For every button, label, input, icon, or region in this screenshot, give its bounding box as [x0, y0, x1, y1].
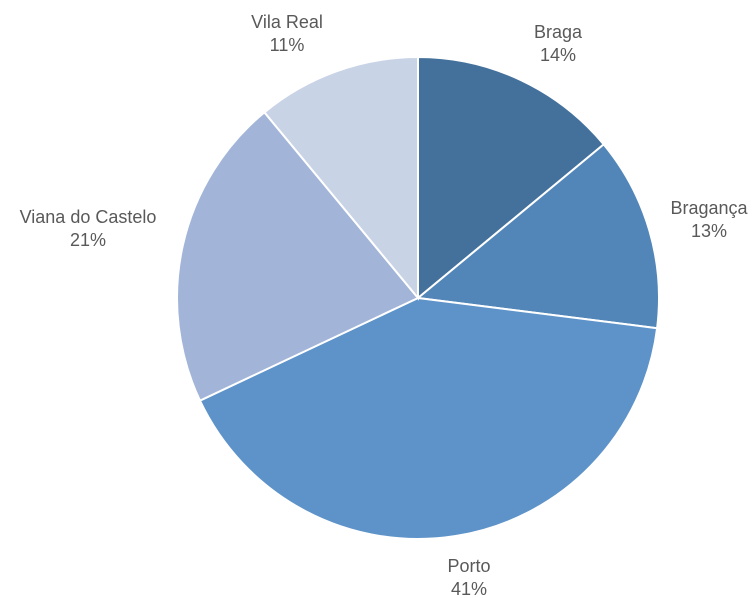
slice-value-vila-real: 11%	[270, 35, 305, 55]
slice-value-braga: 14%	[540, 45, 576, 65]
pie-slice-vila-real	[262, 55, 419, 301]
pie-slice-braga	[417, 55, 606, 301]
slice-value-viana-do-castelo: 21%	[70, 230, 106, 250]
pie-slice-porto	[198, 296, 659, 540]
pie-slice-bragan-a	[415, 142, 660, 330]
slice-label-viana-do-castelo: Viana do Castelo	[20, 207, 157, 227]
pie-slice-viana-do-castelo	[176, 110, 420, 402]
slice-label-vila-real: Vila Real	[251, 12, 323, 32]
slice-label-braga: Braga	[534, 22, 583, 42]
slice-value-porto: 41%	[451, 579, 487, 598]
slice-label-porto: Porto	[447, 556, 490, 576]
slice-value-bragan-a: 13%	[691, 221, 727, 241]
slice-label-bragan-a: Bragança	[670, 198, 748, 218]
